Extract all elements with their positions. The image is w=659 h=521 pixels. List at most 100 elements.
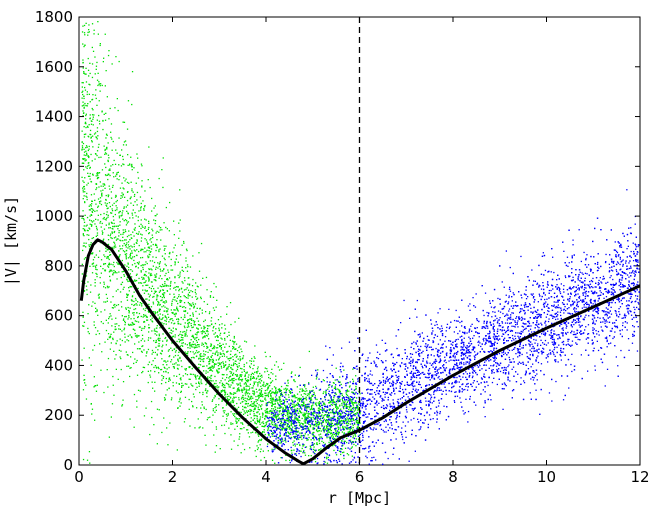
scatter-point — [200, 296, 202, 298]
scatter-point — [113, 241, 115, 243]
scatter-point — [332, 400, 334, 402]
scatter-point — [84, 379, 86, 381]
scatter-point — [91, 200, 93, 202]
scatter-point — [220, 390, 222, 392]
scatter-point — [285, 407, 287, 409]
scatter-point — [179, 301, 181, 303]
scatter-point — [241, 396, 243, 398]
scatter-point — [175, 382, 178, 384]
scatter-point — [267, 443, 269, 445]
scatter-point — [192, 320, 195, 322]
scatter-point — [290, 436, 293, 439]
scatter-point — [280, 389, 282, 392]
scatter-point — [89, 129, 92, 132]
scatter-point — [94, 94, 97, 96]
scatter-point — [112, 337, 114, 339]
scatter-point — [186, 329, 188, 331]
scatter-point — [157, 345, 159, 347]
scatter-point — [108, 157, 110, 159]
scatter-point — [196, 327, 198, 329]
scatter-point — [213, 382, 216, 385]
scatter-point — [283, 402, 285, 404]
scatter-point — [169, 319, 171, 321]
scatter-point — [154, 381, 156, 383]
scatter-point — [234, 360, 236, 362]
scatter-point — [130, 156, 132, 158]
scatter-point — [243, 363, 245, 366]
scatter-point — [298, 415, 300, 417]
scatter-point — [88, 209, 91, 211]
scatter-point — [83, 321, 86, 323]
scatter-point — [88, 234, 90, 236]
scatter-point — [118, 250, 120, 252]
scatter-point — [106, 211, 108, 213]
scatter-point — [89, 223, 91, 225]
scatter-point — [179, 356, 181, 359]
scatter-point — [189, 345, 191, 347]
scatter-point — [345, 427, 347, 429]
scatter-point — [205, 408, 207, 411]
scatter-point — [113, 394, 115, 396]
scatter-point — [201, 404, 203, 406]
scatter-point — [84, 201, 86, 204]
scatter-point — [253, 381, 255, 383]
scatter-point — [350, 427, 352, 430]
scatter-point — [263, 431, 265, 433]
scatter-point — [113, 331, 115, 333]
scatter-point — [163, 222, 165, 224]
scatter-point — [91, 76, 94, 79]
scatter-point — [86, 154, 88, 156]
scatter-point — [111, 212, 113, 214]
scatter-point — [307, 403, 309, 405]
scatter-point — [238, 411, 241, 413]
scatter-point — [108, 50, 110, 52]
scatter-point — [143, 314, 145, 316]
scatter-point — [230, 350, 232, 352]
scatter-point — [140, 237, 143, 239]
scatter-point — [265, 384, 267, 386]
scatter-point — [196, 386, 198, 388]
scatter-point — [343, 432, 345, 434]
scatter-point — [105, 247, 107, 249]
scatter-point — [140, 282, 143, 284]
scatter-point — [302, 405, 304, 407]
scatter-point — [118, 262, 120, 265]
scatter-point — [185, 257, 187, 259]
scatter-point — [212, 380, 214, 382]
scatter-point — [131, 286, 133, 288]
scatter-point — [266, 383, 268, 386]
scatter-point — [295, 409, 298, 412]
scatter-point — [278, 410, 280, 412]
scatter-point — [341, 422, 343, 424]
scatter-point — [304, 452, 306, 454]
scatter-point — [196, 307, 198, 309]
scatter-point — [176, 255, 178, 257]
scatter-point — [250, 420, 252, 423]
scatter-point — [158, 316, 161, 318]
scatter-point — [235, 360, 237, 362]
scatter-point — [323, 408, 325, 410]
scatter-point — [127, 340, 130, 342]
scatter-point — [255, 399, 257, 401]
scatter-point — [246, 411, 248, 414]
scatter-point — [280, 422, 282, 425]
scatter-point — [241, 380, 243, 382]
scatter-point — [182, 270, 185, 272]
scatter-point — [140, 233, 142, 235]
scatter-point — [81, 91, 83, 93]
scatter-point — [309, 401, 311, 403]
scatter-point — [226, 418, 228, 420]
scatter-point — [105, 329, 108, 332]
scatter-point — [176, 297, 178, 299]
scatter-point — [302, 445, 304, 447]
scatter-point — [96, 210, 98, 212]
scatter-point — [140, 207, 142, 209]
scatter-point — [294, 411, 296, 413]
scatter-point — [85, 104, 87, 107]
scatter-point — [181, 344, 183, 347]
scatter-point — [168, 277, 171, 279]
scatter-point — [160, 353, 163, 355]
scatter-point — [203, 336, 205, 338]
scatter-point — [185, 297, 188, 299]
scatter-point — [294, 437, 296, 439]
